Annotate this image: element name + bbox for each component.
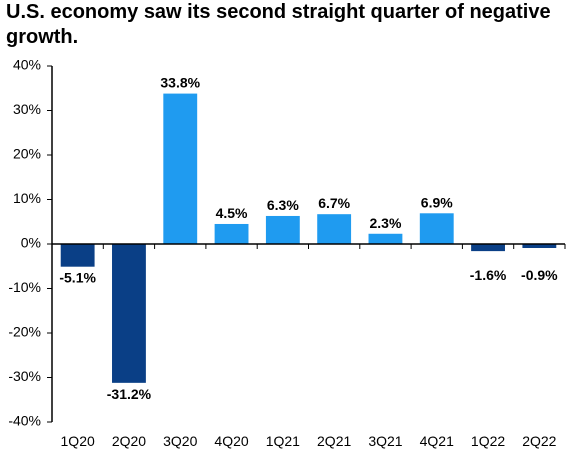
bar-1q21	[265, 215, 300, 244]
data-label: -5.1%	[59, 270, 96, 286]
y-tick-label: 0%	[21, 235, 41, 251]
data-label: 6.9%	[421, 194, 453, 210]
x-tick-label: 2Q22	[522, 433, 556, 449]
x-tick-label: 2Q21	[317, 433, 351, 449]
bar-2q20	[112, 244, 146, 383]
y-tick-label: -20%	[8, 324, 41, 340]
bar-3q21	[368, 233, 403, 244]
x-axis: 1Q20 2Q20 3Q20 4Q20 1Q21 2Q21 3Q21 4Q21 1Q22 2Q22	[51, 243, 566, 449]
bar-1q22	[471, 244, 505, 252]
y-tick-label: -30%	[8, 368, 41, 384]
y-tick-label: -10%	[8, 279, 41, 295]
bar-2q21	[317, 214, 352, 244]
y-tick-label: 30%	[13, 101, 41, 117]
data-labels: -5.1% -31.2% 33.8% 4.5% 6.3% 6.7% 2.3% 6.9% -1.6…	[59, 75, 558, 402]
bar-2q22	[522, 244, 557, 249]
x-tick-label: 4Q21	[420, 433, 454, 449]
data-label: -31.2%	[107, 386, 152, 402]
data-label: -0.9%	[521, 267, 558, 283]
y-tick-label: -40%	[8, 413, 41, 429]
y-tick-label: 20%	[13, 146, 41, 162]
data-label: 33.8%	[160, 75, 200, 91]
x-tick-label: 4Q20	[214, 433, 248, 449]
x-tick-label: 1Q21	[266, 433, 300, 449]
data-label: 6.3%	[267, 197, 299, 213]
y-tick-label: 10%	[13, 190, 41, 206]
x-tick-label: 3Q20	[163, 433, 197, 449]
bar-4q20	[214, 223, 249, 244]
y-axis: -40% -30% -20% -10% 0% 10% 20% 30% 40%	[8, 57, 53, 429]
x-tick-label: 2Q20	[112, 433, 146, 449]
bar-3q20	[163, 93, 198, 244]
data-label: 2.3%	[369, 215, 401, 231]
x-tick-label: 1Q22	[471, 433, 505, 449]
data-label: -1.6%	[470, 267, 507, 283]
data-label: 6.7%	[318, 195, 350, 211]
bar-4q21	[419, 213, 454, 244]
data-label: 4.5%	[216, 205, 248, 221]
y-tick-label: 40%	[13, 57, 41, 73]
bar-1q20	[60, 244, 95, 267]
x-tick-label: 1Q20	[61, 433, 95, 449]
x-tick-label: 3Q21	[368, 433, 402, 449]
chart-title: U.S. economy saw its second straight qua…	[6, 1, 551, 48]
bars	[60, 93, 557, 383]
